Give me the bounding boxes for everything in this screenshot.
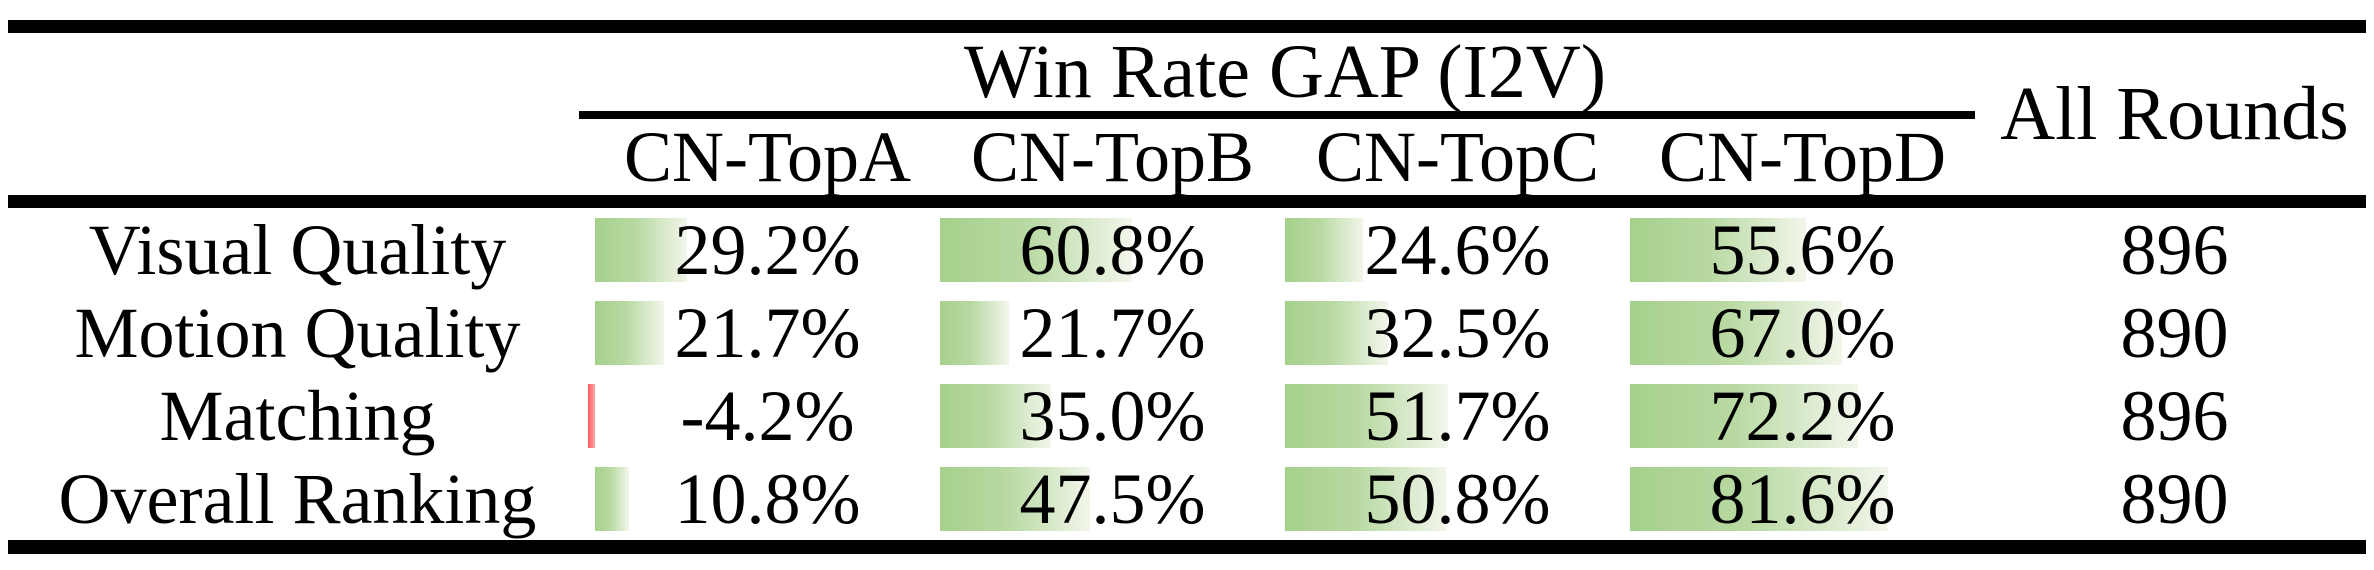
bottom-rule xyxy=(8,540,2366,554)
cell-value: -4.2% xyxy=(680,375,855,456)
data-bar xyxy=(595,300,664,365)
top-rule xyxy=(8,20,2366,33)
table-row: Motion Quality 21.7% 21.7% 32.5% 67.0% 8… xyxy=(0,291,2374,374)
cell-value: 47.5% xyxy=(1019,458,1206,539)
row-label: Matching xyxy=(159,375,436,456)
win-rate-cell: 32.5% xyxy=(1285,291,1630,374)
data-bar xyxy=(940,383,1051,448)
all-rounds-value: 896 xyxy=(2120,209,2229,290)
win-rate-cell: 60.8% xyxy=(940,208,1285,291)
column-header-cn-topc: CN-TopC xyxy=(1316,117,1599,197)
win-rate-cell: 10.8% xyxy=(595,457,940,540)
cell-value: 72.2% xyxy=(1709,375,1896,456)
data-bar xyxy=(940,300,1009,365)
cell-value: 51.7% xyxy=(1364,375,1551,456)
group-header-title: Win Rate GAP (I2V) xyxy=(963,30,1607,114)
cell-value: 21.7% xyxy=(1019,292,1206,373)
win-rate-group-header: Win Rate GAP (I2V) CN-TopA CN-TopB CN-To… xyxy=(579,30,1975,195)
win-rate-cell: -4.2% xyxy=(588,374,940,457)
table-header: Win Rate GAP (I2V) CN-TopA CN-TopB CN-To… xyxy=(0,33,2374,195)
column-header-cn-topa: CN-TopA xyxy=(624,117,911,197)
data-bar xyxy=(940,466,1090,531)
column-headers: CN-TopA CN-TopB CN-TopC CN-TopD xyxy=(595,119,1975,195)
data-bar xyxy=(1630,383,1858,448)
group-header-underline xyxy=(579,111,1975,119)
row-label: Overall Ranking xyxy=(58,458,537,539)
data-bar xyxy=(1285,466,1446,531)
win-rate-cell: 21.7% xyxy=(940,291,1285,374)
cell-value: 10.8% xyxy=(674,458,861,539)
row-label: Motion Quality xyxy=(74,292,521,373)
table-row: Overall Ranking 10.8% 47.5% 50.8% 81.6% … xyxy=(0,457,2374,540)
win-rate-cell: 72.2% xyxy=(1630,374,1975,457)
win-rate-cell: 35.0% xyxy=(940,374,1285,457)
win-rate-cell: 81.6% xyxy=(1630,457,1975,540)
column-header-all-rounds: All Rounds xyxy=(2000,72,2349,156)
all-rounds-value: 890 xyxy=(2120,292,2229,373)
win-rate-cell: 51.7% xyxy=(1285,374,1630,457)
column-header-cn-topb: CN-TopB xyxy=(971,117,1254,197)
data-bar xyxy=(940,217,1132,282)
cell-value: 21.7% xyxy=(674,292,861,373)
header-body-rule xyxy=(8,195,2366,208)
table-body: Visual Quality 29.2% 60.8% 24.6% 55.6% 8… xyxy=(0,208,2374,540)
cell-value: 32.5% xyxy=(1364,292,1551,373)
header-label-spacer xyxy=(0,33,595,195)
all-rounds-value: 896 xyxy=(2120,375,2229,456)
data-bar xyxy=(1630,300,1842,365)
column-header-cn-topd: CN-TopD xyxy=(1659,117,1946,197)
cell-value: 24.6% xyxy=(1364,209,1551,290)
table-row: Matching -4.2% 35.0% 51.7% 72.2% 896 xyxy=(0,374,2374,457)
data-bar xyxy=(1630,217,1806,282)
cell-value: 67.0% xyxy=(1709,292,1896,373)
win-rate-cell: 21.7% xyxy=(595,291,940,374)
cell-value: 50.8% xyxy=(1364,458,1551,539)
data-bar xyxy=(1285,300,1388,365)
data-bar xyxy=(1285,217,1363,282)
negative-data-bar xyxy=(588,383,595,448)
win-rate-cell: 50.8% xyxy=(1285,457,1630,540)
data-bar xyxy=(1285,383,1448,448)
row-label: Visual Quality xyxy=(88,209,507,290)
cell-value: 81.6% xyxy=(1709,458,1896,539)
cell-value: 35.0% xyxy=(1019,375,1206,456)
cell-value: 29.2% xyxy=(674,209,861,290)
data-bar xyxy=(1630,466,1888,531)
win-rate-cell: 47.5% xyxy=(940,457,1285,540)
win-rate-cell: 67.0% xyxy=(1630,291,1975,374)
cell-value: 55.6% xyxy=(1709,209,1896,290)
data-bar xyxy=(595,466,629,531)
win-rate-cell: 55.6% xyxy=(1630,208,1975,291)
table-row: Visual Quality 29.2% 60.8% 24.6% 55.6% 8… xyxy=(0,208,2374,291)
win-rate-cell: 29.2% xyxy=(595,208,940,291)
data-bar xyxy=(595,217,687,282)
cell-value: 60.8% xyxy=(1019,209,1206,290)
win-rate-cell: 24.6% xyxy=(1285,208,1630,291)
all-rounds-value: 890 xyxy=(2120,458,2229,539)
